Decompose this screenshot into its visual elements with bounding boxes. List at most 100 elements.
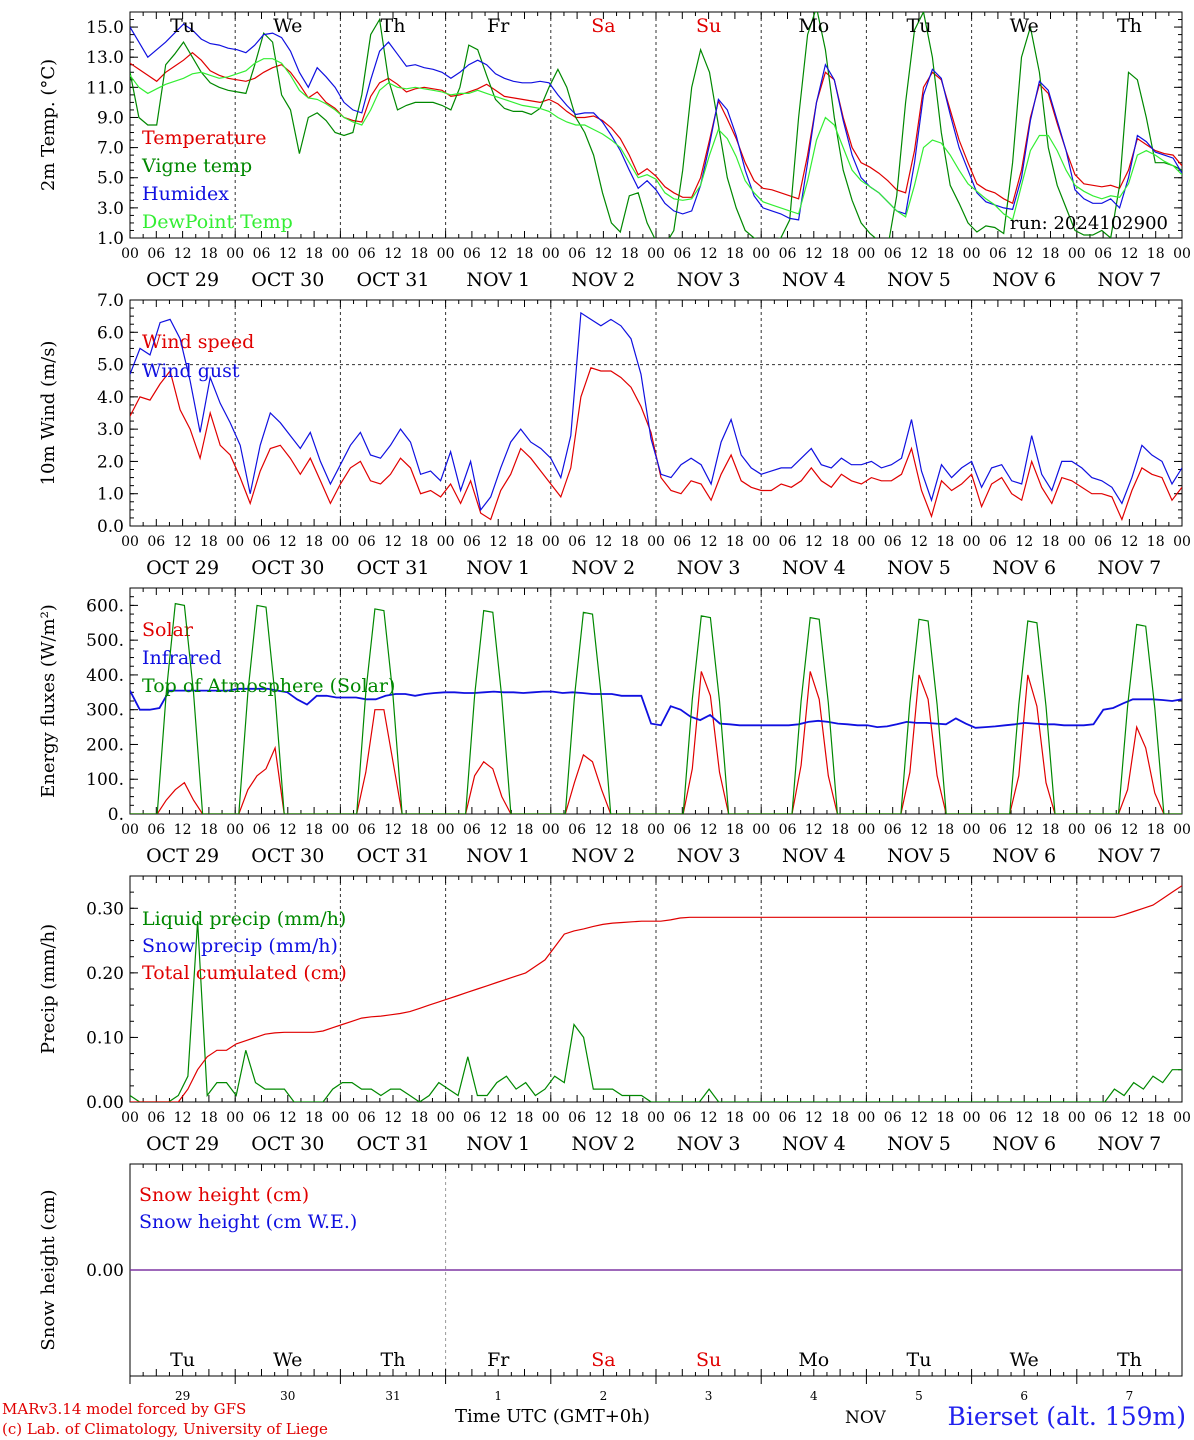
- x-hour-label: 00: [1068, 534, 1086, 550]
- x-hour-label: 00: [963, 246, 981, 262]
- x-hour-label: 18: [726, 822, 744, 838]
- day-number-label: 6: [1020, 1389, 1028, 1403]
- x-hour-label: 18: [516, 822, 534, 838]
- x-hour-label: 00: [857, 534, 875, 550]
- x-date-label: NOV 6: [992, 1133, 1056, 1155]
- day-number-label: 3: [705, 1389, 713, 1403]
- x-hour-label: 00: [647, 534, 665, 550]
- x-hour-label: 12: [1120, 534, 1138, 550]
- x-hour-label: 06: [779, 1110, 797, 1126]
- x-hour-label: 18: [200, 822, 218, 838]
- y-tick-label: 1.0: [97, 485, 124, 505]
- day-name-label: Tu: [907, 15, 932, 37]
- x-hour-label: 06: [673, 534, 691, 550]
- x-hour-label: 18: [305, 246, 323, 262]
- x-hour-label: 06: [989, 534, 1007, 550]
- x-hour-label: 12: [1120, 246, 1138, 262]
- x-hour-label: 06: [1094, 1110, 1112, 1126]
- x-hour-label: 00: [331, 246, 349, 262]
- x-hour-label: 18: [726, 1110, 744, 1126]
- x-date-label: OCT 30: [251, 269, 324, 291]
- y-tick-label: 11.0: [86, 78, 124, 98]
- x-date-label: NOV 3: [677, 1133, 741, 1155]
- x-hour-label: 06: [884, 246, 902, 262]
- y-tick-label: 2.0: [97, 452, 124, 472]
- x-date-label: NOV 5: [887, 269, 951, 291]
- x-date-label: NOV 1: [466, 557, 530, 579]
- day-number-label: 5: [915, 1389, 923, 1403]
- x-date-label: NOV 1: [466, 1133, 530, 1155]
- day-name-label: Mo: [798, 15, 829, 37]
- y-tick-label: 200.: [86, 735, 124, 755]
- x-date-label: NOV 5: [887, 845, 951, 867]
- x-hour-label: 18: [1147, 822, 1165, 838]
- day-number-label: 2: [600, 1389, 608, 1403]
- x-hour-label: 06: [989, 1110, 1007, 1126]
- x-date-label: NOV 7: [1098, 845, 1162, 867]
- legend-entry: Solar: [142, 619, 194, 641]
- x-date-label: OCT 31: [356, 845, 429, 867]
- x-hour-label: 00: [963, 822, 981, 838]
- x-hour-label: 00: [542, 246, 560, 262]
- x-hour-label: 00: [121, 246, 139, 262]
- x-hour-label: 12: [700, 534, 718, 550]
- y-tick-label: 5.0: [97, 169, 124, 189]
- x-hour-label: 06: [884, 822, 902, 838]
- x-hour-label: 00: [226, 1110, 244, 1126]
- x-hour-label: 18: [516, 1110, 534, 1126]
- x-hour-label: 00: [331, 1110, 349, 1126]
- day-number-label: 7: [1126, 1389, 1134, 1403]
- x-hour-label: 00: [647, 1110, 665, 1126]
- day-name-label: Tu: [907, 1349, 932, 1371]
- x-hour-label: 18: [831, 1110, 849, 1126]
- x-hour-label: 12: [489, 534, 507, 550]
- legend-entry: Snow precip (mm/h): [142, 935, 338, 957]
- day-name-label: We: [1010, 1349, 1039, 1371]
- x-hour-label: 12: [910, 1110, 928, 1126]
- station-name: Bierset (alt. 159m): [947, 1402, 1186, 1431]
- x-date-label: OCT 30: [251, 557, 324, 579]
- x-hour-label: 06: [673, 822, 691, 838]
- y-tick-label: 600.: [86, 596, 124, 616]
- x-date-label: NOV 3: [677, 845, 741, 867]
- x-hour-label: 00: [752, 822, 770, 838]
- x-hour-label: 00: [752, 246, 770, 262]
- x-hour-label: 00: [437, 534, 455, 550]
- x-date-label: OCT 31: [356, 557, 429, 579]
- x-hour-label: 18: [1042, 246, 1060, 262]
- y-tick-label: 7.0: [97, 139, 124, 159]
- x-hour-label: 00: [542, 1110, 560, 1126]
- x-date-label: OCT 29: [146, 269, 219, 291]
- x-hour-label: 12: [279, 1110, 297, 1126]
- x-hour-label: 06: [147, 822, 165, 838]
- x-axis-title: Time UTC (GMT+0h): [455, 1406, 650, 1427]
- legend-entry: Humidex: [142, 183, 229, 205]
- y-tick-label: 0.10: [86, 1028, 124, 1048]
- x-hour-label: 12: [1015, 534, 1033, 550]
- x-date-label: OCT 30: [251, 845, 324, 867]
- x-hour-label: 00: [752, 534, 770, 550]
- run-label: run: 2024102900: [1010, 213, 1168, 234]
- x-hour-label: 06: [568, 822, 586, 838]
- x-hour-label: 00: [647, 822, 665, 838]
- x-hour-label: 00: [963, 1110, 981, 1126]
- x-hour-label: 00: [1173, 822, 1191, 838]
- x-hour-label: 18: [305, 534, 323, 550]
- day-name-label: Su: [696, 15, 721, 37]
- month-label: NOV: [845, 1408, 886, 1428]
- x-hour-label: 18: [621, 534, 639, 550]
- x-hour-label: 12: [174, 1110, 192, 1126]
- y-tick-label: 5.0: [97, 356, 124, 376]
- x-hour-label: 00: [1068, 822, 1086, 838]
- y-axis-label: Precip (mm/h): [38, 924, 59, 1054]
- y-tick-label: 0.00: [86, 1093, 124, 1113]
- x-date-label: NOV 7: [1098, 269, 1162, 291]
- series-line-red: [130, 51, 1182, 205]
- series-line-red: [130, 885, 1182, 1102]
- x-hour-label: 12: [805, 822, 823, 838]
- x-date-label: NOV 7: [1098, 1133, 1162, 1155]
- x-hour-label: 12: [1015, 246, 1033, 262]
- x-hour-label: 00: [542, 534, 560, 550]
- x-hour-label: 18: [410, 822, 428, 838]
- model-credit: MARv3.14 model forced by GFS: [2, 1400, 247, 1418]
